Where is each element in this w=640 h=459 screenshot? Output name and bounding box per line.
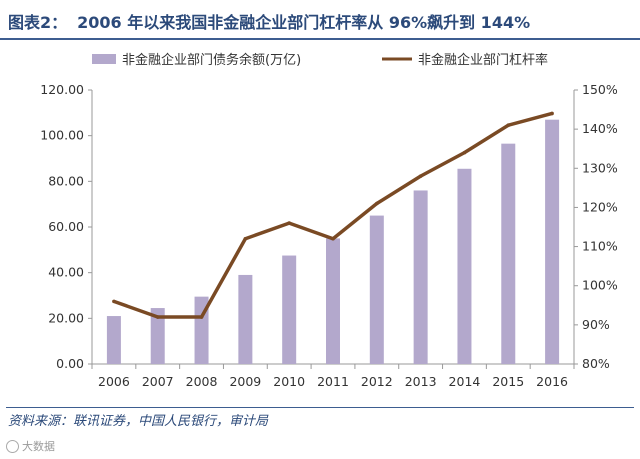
legend-label-leverage: 非金融企业部门杠杆率: [418, 52, 548, 68]
watermark: 大数据: [6, 437, 55, 455]
point-leverage-2008: [199, 315, 204, 319]
x-tick-label: 2009: [229, 374, 261, 389]
x-tick-label: 2013: [405, 374, 437, 389]
watermark-icon: [6, 439, 19, 453]
x-tick-label: 2014: [449, 374, 481, 389]
bar-debt-2013: [413, 190, 428, 364]
bar-debt-2006: [106, 316, 121, 364]
bar-debt-2007: [150, 308, 165, 364]
right-tick-label: 140%: [582, 121, 618, 136]
left-tick-label: 60.00: [48, 219, 84, 234]
point-leverage-2015: [506, 123, 511, 128]
chart-title-row: 图表2： 2006 年以来我国非金融企业部门杠杆率从 96%飙升到 144%: [8, 8, 632, 34]
point-leverage-2007: [155, 315, 160, 319]
legend-label-debt: 非金融企业部门债务余额(万亿): [122, 52, 301, 68]
chart-canvas: 非金融企业部门债务余额(万亿) 非金融企业部门杠杆率 0.00 20.00 40.00 6…: [40, 52, 618, 389]
point-leverage-2009: [243, 236, 248, 241]
x-tick-label: 2015: [492, 374, 524, 389]
bar-debt-2016: [545, 119, 560, 364]
x-tick-label: 2016: [536, 374, 568, 389]
point-leverage-2014: [462, 150, 467, 155]
point-leverage-2006: [112, 299, 116, 304]
watermark-text: 大数据: [22, 440, 55, 453]
bar-debt-2014: [457, 168, 472, 364]
legend-swatch-bar: [92, 54, 116, 64]
point-leverage-2011: [331, 236, 335, 241]
right-tick-label: 150%: [582, 82, 618, 97]
left-tick-label: 0.00: [56, 356, 84, 371]
legend: 非金融企业部门债务余额(万亿) 非金融企业部门杠杆率: [92, 52, 548, 68]
x-tick-label: 2010: [273, 374, 305, 389]
bar-debt-2015: [501, 143, 516, 364]
left-tick-label: 20.00: [48, 310, 84, 325]
figure-label: 图表2：: [8, 13, 68, 32]
x-tick-label: 2008: [186, 374, 218, 389]
x-tick-label: 2012: [361, 374, 393, 389]
right-tick-label: 90%: [582, 317, 610, 332]
chart-title: 2006 年以来我国非金融企业部门杠杆率从 96%飙升到 144%: [77, 13, 531, 32]
bar-debt-2009: [238, 274, 253, 364]
left-tick-label: 120.00: [40, 82, 84, 97]
source-divider: [6, 407, 634, 408]
bar-debt-2010: [282, 255, 297, 364]
right-tick-label: 80%: [582, 356, 610, 371]
point-leverage-2012: [375, 201, 379, 206]
x-tick-label: 2011: [317, 374, 349, 389]
x-tick-label: 2006: [98, 374, 130, 389]
right-tick-label: 110%: [582, 239, 618, 254]
right-tick-label: 120%: [582, 199, 618, 214]
point-leverage-2016: [550, 111, 554, 116]
left-tick-label: 40.00: [48, 265, 84, 280]
right-tick-label: 100%: [582, 278, 618, 293]
bar-debt-2012: [369, 215, 384, 364]
x-tick-label: 2007: [142, 374, 174, 389]
left-tick-label: 100.00: [40, 128, 84, 143]
bar-debt-2011: [326, 238, 340, 364]
title-divider: [0, 38, 640, 40]
right-tick-label: 130%: [582, 160, 618, 175]
left-tick-label: 80.00: [48, 173, 84, 188]
point-leverage-2010: [287, 221, 291, 225]
point-leverage-2013: [418, 174, 423, 178]
source-note: 资料来源：联讯证券，中国人民银行，审计局: [8, 414, 269, 429]
